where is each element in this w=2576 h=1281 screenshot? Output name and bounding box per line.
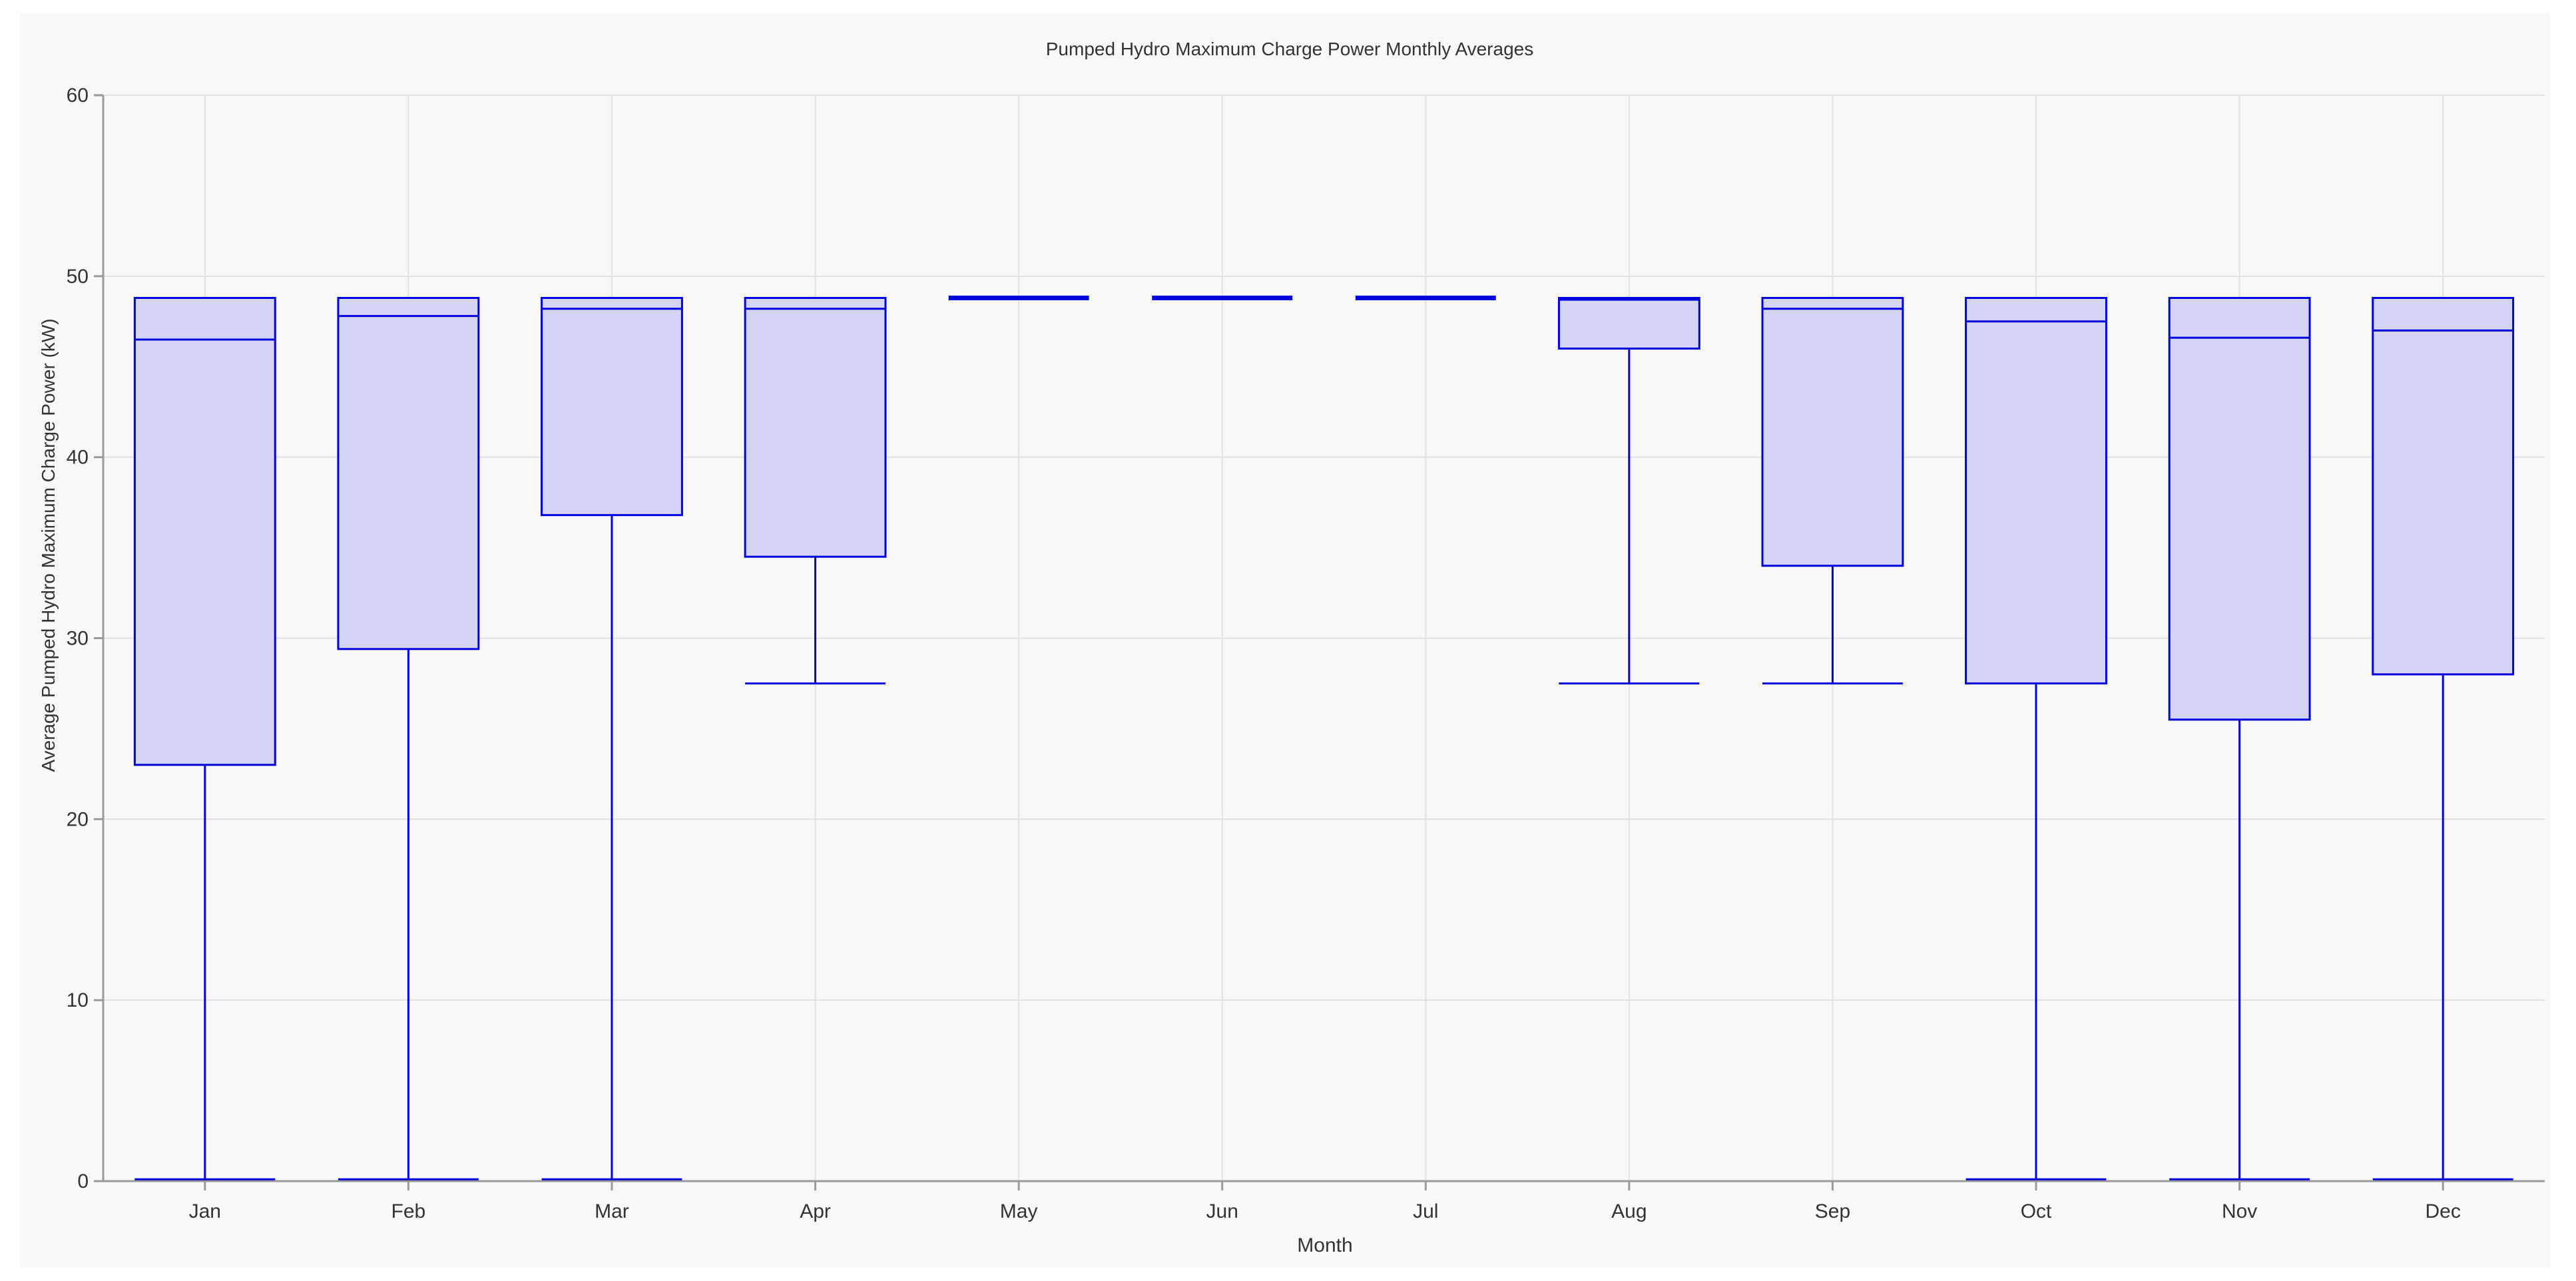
iqr-box	[744, 296, 887, 558]
box-plot-chart: Pumped Hydro Maximum Charge Power Monthl…	[38, 39, 2545, 1256]
box-apr	[744, 296, 887, 684]
x-tick-label: Nov	[2222, 1200, 2257, 1222]
iqr-box	[1965, 296, 2107, 684]
x-tick-label: Dec	[2426, 1200, 2461, 1222]
y-tick-label: 30	[67, 628, 89, 650]
x-tick-label: Feb	[391, 1200, 426, 1222]
box-layer	[133, 295, 2515, 1180]
y-tick-label: 40	[67, 447, 89, 469]
chart-title: Pumped Hydro Maximum Charge Power Monthl…	[1046, 39, 1533, 59]
y-tick-label: 0	[77, 1170, 89, 1192]
box-jan	[133, 296, 276, 1180]
box-nov	[2168, 296, 2311, 1180]
x-tick-label: Jan	[189, 1200, 221, 1222]
box-mar	[541, 296, 683, 1180]
x-tick-label: Mar	[595, 1200, 629, 1222]
x-tick-label: Sep	[1815, 1200, 1850, 1222]
box-aug	[1557, 296, 1700, 684]
x-tick-label: May	[1000, 1200, 1038, 1222]
iqr-box	[337, 296, 480, 650]
chart-panel: Pumped Hydro Maximum Charge Power Monthl…	[20, 13, 2550, 1268]
box-feb	[337, 296, 480, 1180]
y-tick-label: 50	[67, 266, 89, 288]
x-tick-label: Aug	[1611, 1200, 1647, 1222]
x-tick-label: Apr	[800, 1200, 831, 1222]
iqr-box	[1761, 296, 1904, 567]
iqr-box	[133, 296, 276, 766]
iqr-box	[2372, 296, 2515, 676]
x-tick-label: Oct	[2021, 1200, 2052, 1222]
x-axis-label: Month	[1297, 1234, 1352, 1256]
y-tick-label: 10	[67, 989, 89, 1011]
x-tick-label: Jul	[1413, 1200, 1438, 1222]
axis-layer: 0 10 20 30 40 50 60 Jan Feb Mar Apr May Jun Jul Aug Sep…	[67, 85, 2545, 1222]
iqr-box	[2168, 296, 2311, 721]
y-tick-label: 60	[67, 85, 89, 107]
box-oct	[1965, 296, 2107, 1180]
x-tick-label: Jun	[1206, 1200, 1238, 1222]
iqr-box	[541, 296, 683, 517]
iqr-box	[1557, 296, 1700, 350]
y-axis-label: Average Pumped Hydro Maximum Charge Powe…	[38, 318, 59, 772]
box-dec	[2372, 296, 2515, 1180]
y-tick-label: 20	[67, 808, 89, 830]
box-sep	[1761, 296, 1904, 684]
